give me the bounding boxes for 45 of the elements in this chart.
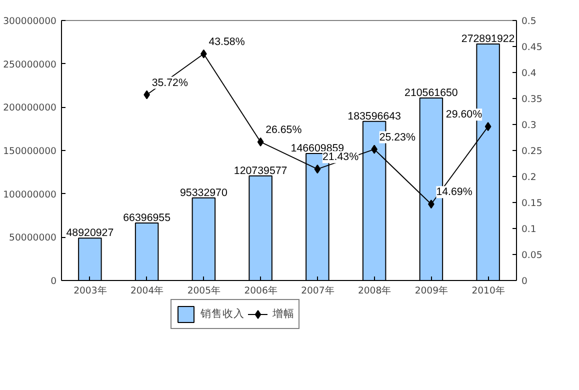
point <box>314 164 321 174</box>
y2-tick-label: 0.05 <box>522 250 542 261</box>
x-tick-label: 2005年 <box>187 286 220 296</box>
data-label: 272891922 <box>461 32 515 45</box>
y-tick-label: 250000000 <box>3 59 57 70</box>
data-label: 35.72% <box>152 76 188 89</box>
data-label: 26.65% <box>266 124 302 136</box>
data-label: 183596643 <box>348 110 402 122</box>
y-tick-label: 100000000 <box>3 189 57 200</box>
point <box>257 137 264 146</box>
data-label: 29.60% <box>446 108 483 121</box>
data-label: 95332970 <box>180 186 228 199</box>
x-tick-label: 2008年 <box>358 286 391 296</box>
y-tick-label: 50000000 <box>9 232 57 244</box>
data-label: 120739577 <box>234 164 288 177</box>
x-tick-label: 2004年 <box>130 286 164 296</box>
x-tick-label: 2007年 <box>301 286 334 296</box>
data-label: 210561650 <box>404 87 458 100</box>
y2-tick-label: 0.2 <box>522 172 536 183</box>
y-tick-label: 150000000 <box>3 146 57 157</box>
legend-label: 销售收入 <box>200 307 244 321</box>
y2-tick-label: 0.25 <box>522 146 542 157</box>
y2-tick-label: 0.15 <box>522 198 542 209</box>
y2-tick-label: 0.1 <box>522 224 536 235</box>
y-tick-label: 0 <box>50 276 57 287</box>
y2-tick-label: 0.45 <box>522 42 542 53</box>
data-label: 14.69% <box>436 186 473 198</box>
data-label: 43.58% <box>208 36 246 48</box>
y2-tick-label: 0.35 <box>522 94 542 105</box>
data-label: 48920927 <box>66 227 114 240</box>
x-tick-label: 2006年 <box>244 286 277 296</box>
legend-label: 增幅 <box>272 307 294 321</box>
x-tick-label: 2009年 <box>414 286 448 296</box>
x-tick-label: 2003年 <box>74 286 106 296</box>
x-tick-label: 2010年 <box>472 286 504 296</box>
data-label: 66396955 <box>123 212 171 224</box>
y2-tick-label: 0.3 <box>522 120 536 131</box>
y-tick-label: 300000000 <box>3 16 57 27</box>
data-label: 21.43% <box>322 151 360 164</box>
y2-tick-label: 0.5 <box>522 16 536 27</box>
y2-tick-label: 0.4 <box>522 68 536 79</box>
y2-tick-label: 0 <box>522 276 528 287</box>
data-label: 25.23% <box>379 131 416 144</box>
y-tick-label: 200000000 <box>3 102 57 114</box>
point <box>484 122 492 132</box>
